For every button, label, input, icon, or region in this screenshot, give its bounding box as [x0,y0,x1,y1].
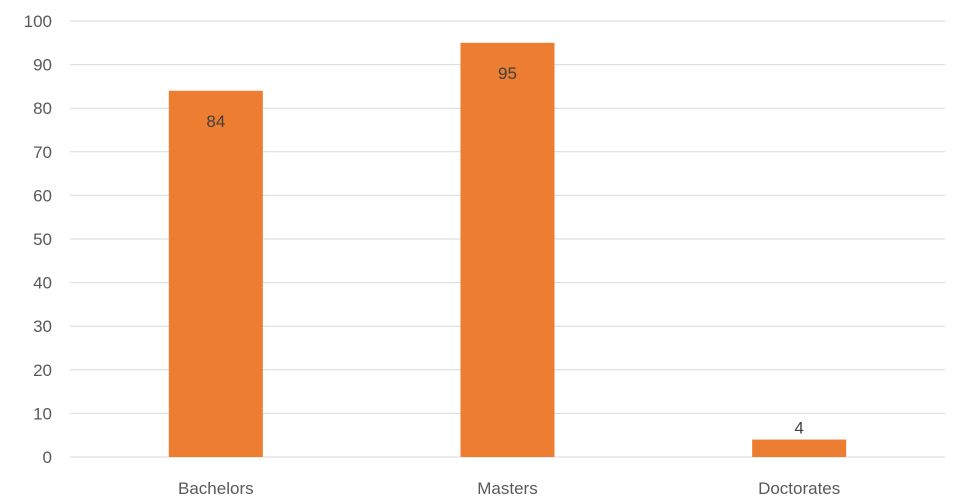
data-label: 4 [794,419,803,438]
y-tick-label: 30 [33,317,52,336]
category-label: Bachelors [178,479,254,498]
y-tick-label: 40 [33,274,52,293]
x-axis-category-labels: Bachelors Masters Doctorates [178,479,840,498]
y-tick-label: 70 [33,143,52,162]
bar-bachelors [168,90,263,457]
y-tick-label: 20 [33,361,52,380]
bars [168,42,847,458]
y-tick-label: 50 [33,230,52,249]
y-tick-label: 60 [33,186,52,205]
y-tick-label: 100 [24,12,52,31]
bar-doctorates [752,439,847,457]
y-tick-label: 10 [33,404,52,423]
y-tick-label: 80 [33,99,52,118]
bar-masters [460,42,555,458]
category-label: Doctorates [758,479,840,498]
category-label: Masters [477,479,537,498]
data-label: 95 [498,64,517,83]
y-tick-label: 0 [43,448,52,467]
data-label: 84 [206,112,225,131]
y-tick-label: 90 [33,56,52,75]
data-labels: 84 95 4 [206,64,804,438]
y-axis-tick-labels: 0 10 20 30 40 50 60 70 80 90 100 [24,12,52,467]
